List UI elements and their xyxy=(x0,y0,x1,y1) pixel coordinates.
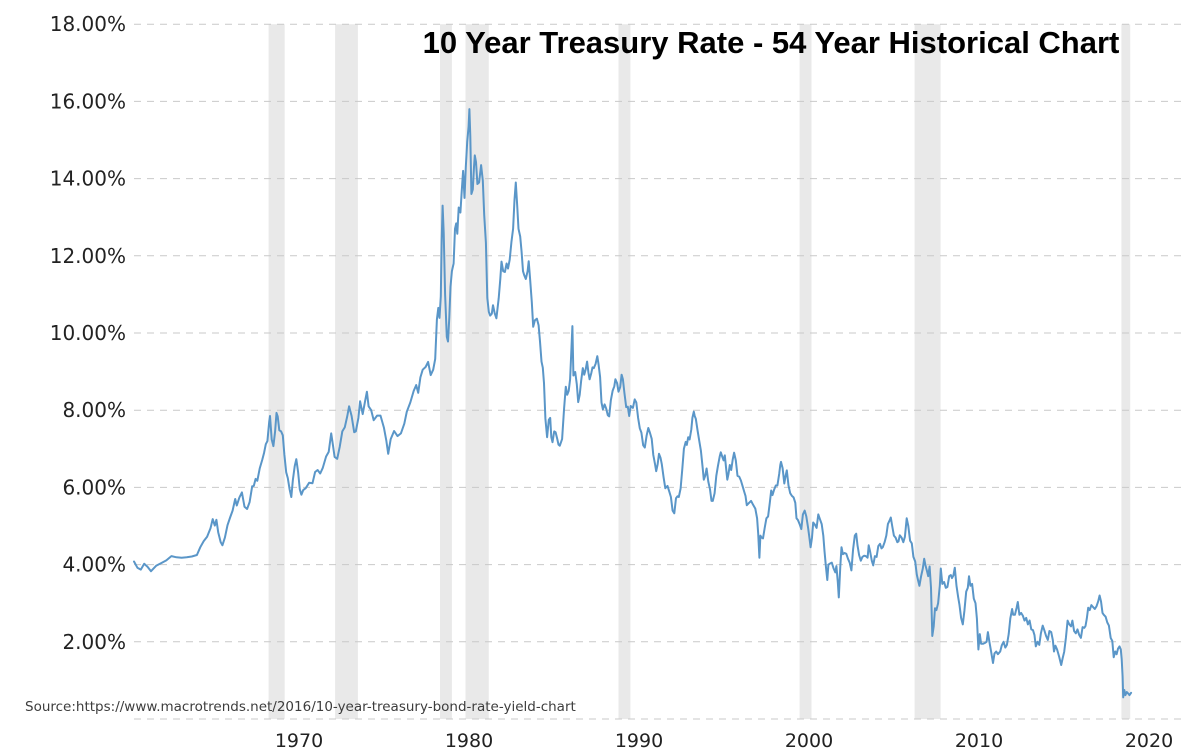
y-axis-label: 4.00% xyxy=(62,553,126,577)
recession-band xyxy=(799,24,812,719)
y-axis-label: 16.00% xyxy=(50,89,126,113)
x-axis-label: 1990 xyxy=(615,730,663,752)
y-axis-label: 18.00% xyxy=(50,12,126,36)
y-axis-label: 2.00% xyxy=(62,630,126,654)
x-axis-label: 2010 xyxy=(955,730,1003,752)
y-axis-labels: 18.00% 16.00% 14.00% 12.00% 10.00% 8.00% 6.00%… xyxy=(50,12,126,654)
recession-band xyxy=(440,24,452,719)
x-axis-label: 1970 xyxy=(275,730,323,752)
recession-band xyxy=(1121,24,1131,719)
y-axis-label: 10.00% xyxy=(50,321,126,345)
recession-band xyxy=(618,24,631,719)
gridlines xyxy=(134,23,1181,720)
x-axis-label: 1980 xyxy=(445,730,493,752)
treasury-rate-line xyxy=(133,108,1133,699)
x-axis-label: 2000 xyxy=(785,730,833,752)
chart-title: 10 Year Treasury Rate - 54 Year Historic… xyxy=(422,25,1120,60)
y-axis-label: 6.00% xyxy=(62,475,126,499)
source-text: Source:https://www.macrotrends.net/2016/… xyxy=(25,699,576,715)
y-axis-label: 14.00% xyxy=(50,167,126,191)
recession-band xyxy=(914,24,941,719)
recession-band xyxy=(268,24,285,719)
x-axis-labels: 1970 1980 1990 2000 2010 2020 xyxy=(275,730,1173,752)
y-axis-label: 12.00% xyxy=(50,244,126,268)
x-axis-label: 2020 xyxy=(1125,730,1173,752)
recession-bands xyxy=(268,24,1131,719)
recession-band xyxy=(335,24,358,719)
y-axis-label: 8.00% xyxy=(62,398,126,422)
